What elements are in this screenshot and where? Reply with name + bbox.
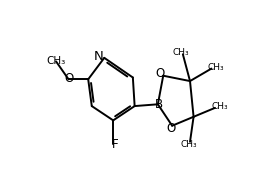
Text: CH₃: CH₃ [173, 48, 189, 57]
Text: CH₃: CH₃ [46, 55, 66, 66]
Text: O: O [64, 72, 73, 85]
Text: B: B [155, 98, 163, 111]
Text: O: O [155, 68, 165, 80]
Text: CH₃: CH₃ [181, 140, 197, 149]
Text: CH₃: CH₃ [207, 63, 224, 72]
Text: F: F [112, 138, 119, 151]
Text: CH₃: CH₃ [211, 102, 228, 111]
Text: N: N [94, 50, 104, 63]
Text: O: O [167, 122, 176, 135]
